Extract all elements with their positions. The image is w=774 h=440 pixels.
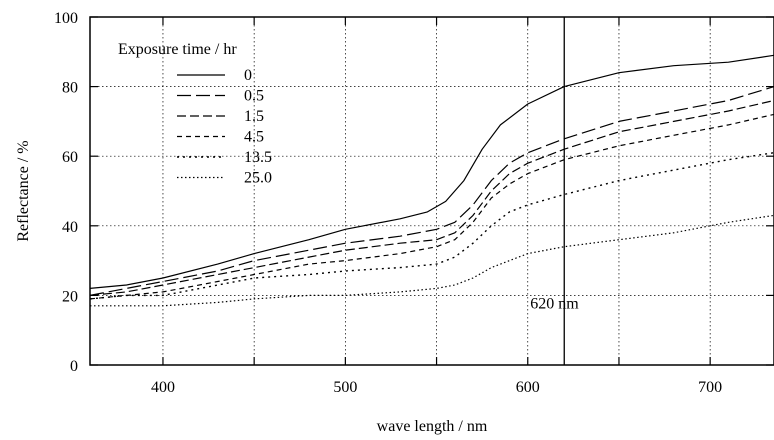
legend-label-0: 0 [244,67,252,84]
x-tick-label: 400 [151,379,175,396]
legend-label-13.5: 13.5 [244,149,272,166]
series-line-0 [89,54,774,289]
series-line-0.5 [89,86,774,296]
legend: Exposure time / hr 0 0.5 1.5 4.5 13.5 25.0 [118,41,272,187]
series-line-13.5 [89,152,774,300]
legend-label-0.5: 0.5 [244,88,264,105]
x-tick-label: 600 [516,379,540,396]
x-tick-label: 700 [698,379,722,396]
axis-ticks: 0 20 40 60 80 100 400 500 600 700 [54,10,774,396]
y-tick-label: 0 [70,358,78,375]
legend-label-1.5: 1.5 [244,108,264,125]
series-line-4.5 [89,113,774,300]
legend-label-4.5: 4.5 [244,129,264,146]
y-tick-label: 60 [62,149,78,166]
series-lines [89,54,774,307]
series-line-1.5 [89,99,774,296]
x-axis-title: wave length / nm [377,418,488,435]
y-axis-title: Reflectance / % [15,140,32,241]
plot-background [90,17,774,365]
y-tick-label: 100 [54,10,78,27]
y-tick-label: 80 [62,80,78,97]
legend-label-25.0: 25.0 [244,170,272,187]
y-tick-label: 20 [62,288,78,305]
x-tick-label: 500 [333,379,357,396]
y-tick-label: 40 [62,219,78,236]
plot-frame [89,16,774,366]
reference-line-label: 620 nm [530,295,579,312]
legend-title: Exposure time / hr [118,41,237,58]
